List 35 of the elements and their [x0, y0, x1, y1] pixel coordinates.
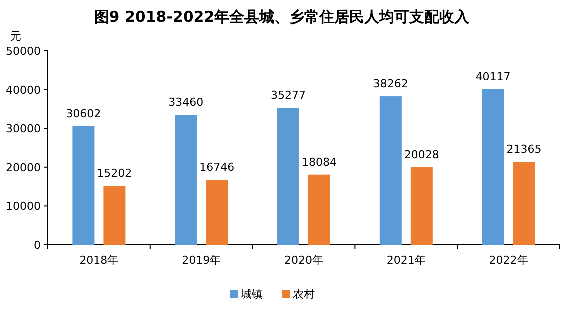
x-tick-label: 2018年: [80, 254, 119, 267]
x-tick-label: 2021年: [386, 254, 426, 267]
data-label: 21365: [506, 143, 542, 156]
x-tick-label: 2020年: [284, 254, 324, 267]
y-tick-label: 20000: [6, 161, 41, 174]
data-label: 40117: [476, 70, 511, 84]
bar: [380, 96, 402, 245]
y-axis-title: 元: [10, 30, 22, 43]
bar: [513, 162, 536, 245]
x-tick-label: 2022年: [489, 254, 528, 267]
y-tick-label: 50000: [6, 45, 41, 58]
data-label: 20028: [404, 148, 440, 162]
chart-title: 图9 2018-2022年全县城、乡常住居民人均可支配收入: [94, 8, 471, 26]
bar: [278, 108, 300, 245]
bar: [175, 115, 198, 245]
x-tick-label: 2019年: [182, 254, 222, 267]
bar: [410, 167, 433, 245]
y-tick-label: 40000: [6, 84, 41, 97]
data-label: 30602: [66, 107, 102, 120]
bar: [104, 186, 126, 245]
legend-label: 农村: [293, 288, 315, 301]
bar: [482, 89, 504, 245]
data-label: 15202: [97, 167, 132, 180]
bar: [308, 174, 330, 245]
bar: [72, 126, 95, 245]
data-label: 18084: [302, 156, 337, 169]
data-label: 33460: [168, 96, 204, 110]
data-label: 38262: [373, 78, 408, 91]
y-tick-label: 30000: [6, 122, 41, 136]
data-label: 35277: [271, 89, 306, 102]
data-label: 16746: [200, 161, 235, 174]
bar: [206, 180, 228, 245]
legend-label: 城镇: [240, 288, 263, 301]
y-tick-label: 10000: [6, 200, 41, 214]
y-tick-label: 0: [34, 239, 41, 252]
